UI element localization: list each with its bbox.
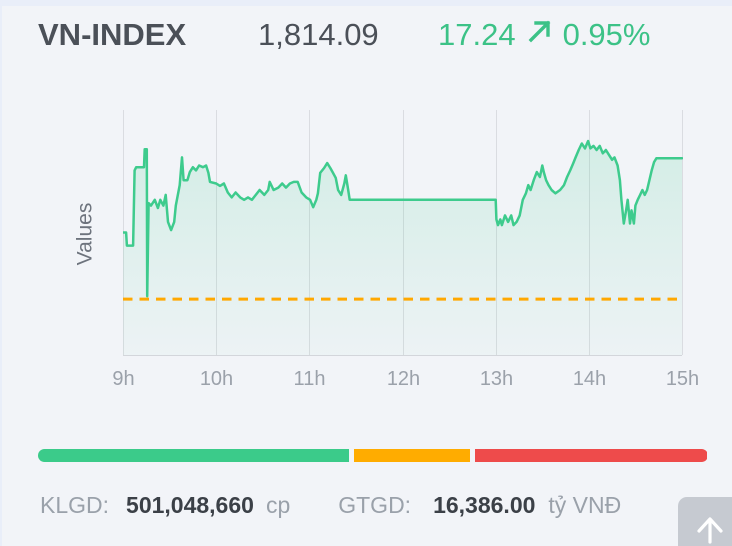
index-change: 17.24 0.95%: [438, 17, 650, 53]
area-fill: [123, 141, 682, 355]
bar-segment-advancers: [38, 449, 349, 462]
scroll-to-top-button[interactable]: [678, 497, 732, 546]
index-change-percent: 0.95%: [562, 17, 651, 52]
y-axis-title-box: Values: [56, 148, 114, 320]
x-axis-label: 14h: [572, 368, 607, 390]
index-change-value: 17.24: [438, 17, 516, 52]
top-edge-strip: [0, 0, 732, 6]
index-value: 1,814.09: [258, 17, 379, 52]
index-name: VN-INDEX: [38, 17, 187, 52]
x-axis-label: 9h: [112, 368, 135, 390]
left-edge-strip: [0, 0, 2, 546]
bar-segment-decliners: [474, 449, 707, 462]
y-axis-label: Values: [73, 202, 96, 266]
x-axis-label: 10h: [199, 368, 234, 390]
x-axis-label: 11h: [293, 368, 326, 390]
klgd-label: KLGD:: [40, 492, 110, 518]
price-line: [123, 139, 683, 298]
x-axis-label: 13h: [479, 368, 514, 390]
klgd-unit: cp: [265, 492, 291, 518]
gtgd-unit: tỷ VNĐ: [548, 492, 622, 518]
x-axis-label: 12h: [386, 368, 421, 390]
stats-row: KLGD: 501,048,660 cp GTGD: 16,386.00 tỷ …: [40, 492, 621, 519]
intraday-chart[interactable]: [123, 110, 683, 356]
bar-segment-unchanged: [353, 449, 470, 462]
gtgd-label: GTGD:: [338, 492, 412, 518]
plot-area: [123, 110, 683, 356]
klgd-value: 501,048,660: [126, 492, 254, 518]
breadth-bar: [38, 449, 708, 462]
x-axis-label: 15h: [665, 368, 700, 390]
trend-up-icon: [526, 17, 553, 53]
gtgd-value: 16,386.00: [433, 492, 536, 518]
